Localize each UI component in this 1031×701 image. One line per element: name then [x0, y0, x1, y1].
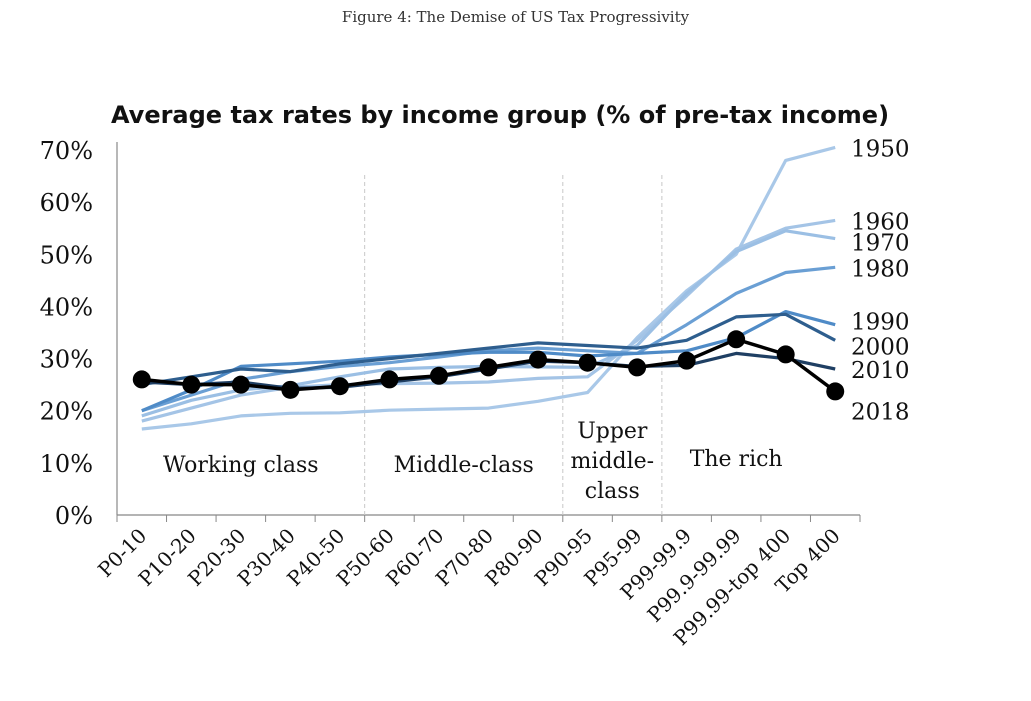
- data-point-2018: [776, 345, 795, 364]
- group-label: The rich: [690, 447, 783, 472]
- data-point-2018: [231, 375, 250, 394]
- data-point-2018: [727, 330, 746, 349]
- series-label-2018: 2018: [851, 400, 910, 426]
- markers: [132, 330, 845, 401]
- y-tick-label: 30%: [40, 346, 93, 374]
- data-point-2018: [281, 380, 300, 399]
- series-label-1950: 1950: [851, 136, 910, 162]
- data-point-2018: [132, 370, 151, 389]
- data-point-2018: [380, 370, 399, 389]
- group-label: Working class: [163, 453, 319, 478]
- series-label-1960: 1960: [851, 209, 910, 235]
- group-label-line: middle-: [571, 449, 655, 474]
- data-point-2018: [677, 351, 696, 370]
- series-label-2010: 2010: [851, 358, 910, 384]
- series-label-1980: 1980: [851, 256, 910, 282]
- data-point-2018: [479, 358, 498, 377]
- data-point-2018: [529, 350, 548, 369]
- data-point-2018: [628, 358, 647, 377]
- data-point-2018: [330, 377, 349, 396]
- y-tick-label: 60%: [40, 189, 93, 217]
- group-labels: Working class Middle-class Upper middle-cla…: [163, 419, 783, 504]
- y-tick-label: 70%: [40, 137, 93, 165]
- series-label-1990: 1990: [851, 310, 910, 336]
- y-tick-label: 10%: [40, 450, 93, 478]
- series-label-1970: 1970: [851, 230, 910, 256]
- series-line-2000: [141, 312, 836, 387]
- chart-title: Average tax rates by income group (% of …: [111, 101, 889, 129]
- group-label-line: class: [585, 479, 640, 504]
- y-tick-label: 20%: [40, 398, 93, 426]
- y-tick-label: 50%: [40, 241, 93, 269]
- axes: 0%10%20%30%40%50%60%70%P0-10P10-20P20-30…: [40, 137, 861, 650]
- y-tick-label: 40%: [40, 293, 93, 321]
- series-label-2000: 2000: [851, 335, 910, 361]
- y-tick-label: 0%: [55, 502, 93, 530]
- figure-caption: Figure 4: The Demise of US Tax Progressi…: [341, 8, 690, 26]
- series-line-1990: [141, 310, 836, 413]
- data-point-2018: [826, 382, 845, 401]
- data-point-2018: [578, 353, 597, 372]
- group-label: Upper middle-class: [571, 419, 655, 504]
- group-label: Middle-class: [394, 453, 534, 478]
- group-label-line: Upper: [577, 419, 648, 444]
- data-point-2018: [429, 366, 448, 385]
- data-point-2018: [182, 375, 201, 394]
